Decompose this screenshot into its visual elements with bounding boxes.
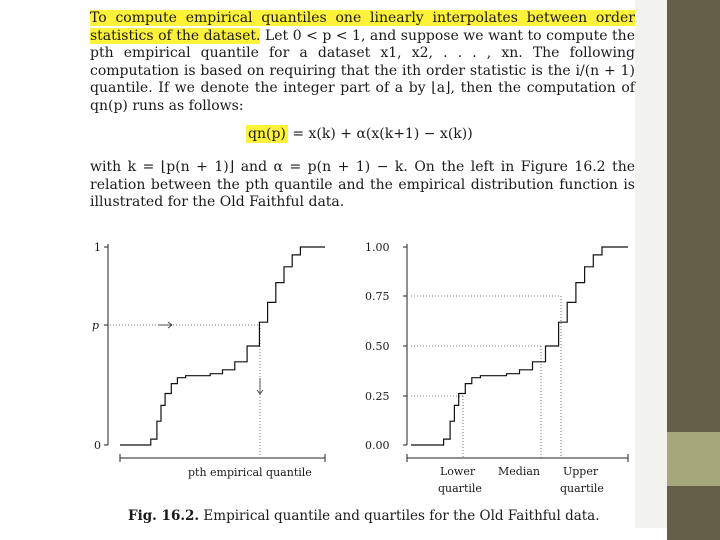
upper-quartile-label-1: Upper bbox=[563, 465, 599, 478]
right-ecdf-line bbox=[411, 246, 628, 446]
quantile-formula: qn(p) = x(k) + α(x(k+1) − x(k)) bbox=[246, 125, 473, 143]
paper-margin bbox=[635, 0, 667, 528]
left-ytick-label-0: 0 bbox=[94, 439, 101, 452]
formula-lhs: qn(p) bbox=[246, 125, 288, 143]
paragraph-1: To compute empirical quantiles one linea… bbox=[90, 10, 635, 115]
right-ytick-label-025: 0.25 bbox=[365, 390, 390, 403]
lower-quartile-label-1: Lower bbox=[440, 465, 476, 478]
left-xlabel: pth empirical quantile bbox=[188, 466, 312, 479]
upper-quartile-label-2: quartile bbox=[560, 482, 604, 495]
left-ytick-label-p: p bbox=[92, 319, 99, 332]
right-accent-block bbox=[667, 432, 720, 486]
right-ytick-label-075: 0.75 bbox=[365, 290, 390, 303]
left-ytick-label-1: 1 bbox=[94, 241, 101, 254]
caption-label: Fig. 16.2. bbox=[128, 508, 200, 524]
right-ytick-label-100: 1.00 bbox=[365, 241, 390, 254]
right-chart: 1.00 0.75 0.50 0.25 0.00 Lower quartile … bbox=[365, 241, 629, 495]
caption-text: Empirical quantile and quartiles for the… bbox=[199, 508, 600, 524]
formula-rhs: = x(k) + α(x(k+1) − x(k)) bbox=[287, 126, 473, 142]
figure-caption: Fig. 16.2. Empirical quantile and quarti… bbox=[128, 508, 600, 524]
right-ytick-label-050: 0.50 bbox=[365, 340, 390, 353]
right-ytick-label-000: 0.00 bbox=[365, 439, 390, 452]
lower-quartile-label-2: quartile bbox=[438, 482, 482, 495]
left-chart: 1 p 0 pth empirical quantile bbox=[92, 241, 326, 479]
median-label: Median bbox=[498, 465, 540, 478]
left-arrowhead-down bbox=[256, 389, 264, 395]
figure-16-2: 1 p 0 pth empirical quantile 1.00 0.75 0… bbox=[92, 241, 629, 495]
paragraph-2: with k = ⌊p(n + 1)⌋ and α = p(n + 1) − k… bbox=[90, 159, 635, 210]
left-arrowhead-right bbox=[167, 321, 173, 329]
paper-page bbox=[78, 0, 635, 528]
paragraph-1-rest: Let 0 < p < 1, and suppose we want to co… bbox=[90, 27, 635, 114]
left-ecdf-line bbox=[120, 246, 325, 446]
